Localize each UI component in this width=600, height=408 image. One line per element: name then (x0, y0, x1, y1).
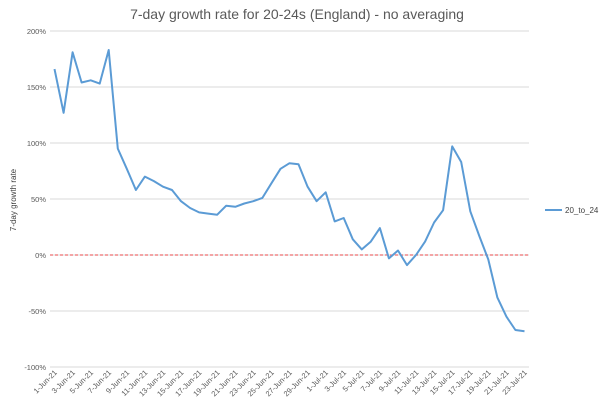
data-point (162, 186, 164, 188)
data-point (71, 51, 73, 53)
data-point (397, 249, 399, 251)
data-point (99, 83, 101, 85)
data-point (496, 296, 498, 298)
data-point (388, 257, 390, 259)
data-point (270, 182, 272, 184)
data-point (306, 186, 308, 188)
gridlines (50, 30, 529, 368)
y-tick-label: 100% (27, 139, 47, 148)
data-point (361, 248, 363, 250)
data-point (460, 161, 462, 163)
data-point (352, 238, 354, 240)
data-point (198, 211, 200, 213)
data-point (81, 81, 83, 83)
data-point (62, 112, 64, 114)
y-axis-label: 7-day growth rate (9, 168, 18, 231)
data-point (325, 191, 327, 193)
data-point (478, 235, 480, 237)
series-line-20_to_24 (53, 49, 525, 333)
data-point (135, 189, 137, 191)
y-axis-tick-labels: 200% 150% 100% 50% 0% -50% -100% (24, 27, 46, 372)
data-point (514, 329, 516, 331)
data-point (207, 212, 209, 214)
data-point (487, 258, 489, 260)
data-point (225, 205, 227, 207)
data-point (90, 79, 92, 81)
data-point (243, 202, 245, 204)
legend: 20_to_24 (545, 206, 599, 215)
chart-title: 7-day growth rate for 20-24s (England) -… (130, 6, 464, 22)
data-point (252, 200, 254, 202)
series-lines (53, 49, 525, 333)
data-point (53, 68, 55, 70)
data-point (433, 221, 435, 223)
data-point (469, 210, 471, 212)
data-point (334, 220, 336, 222)
data-point (406, 264, 408, 266)
data-point (108, 49, 110, 51)
data-point (415, 254, 417, 256)
data-point (523, 330, 525, 332)
data-point (442, 209, 444, 211)
data-point (144, 176, 146, 178)
data-point (316, 200, 318, 202)
data-point (261, 197, 263, 199)
x-axis-tick-labels: 1-Jun-213-Jun-215-Jun-217-Jun-219-Jun-21… (32, 368, 529, 398)
y-tick-label: 150% (27, 83, 47, 92)
data-point (117, 148, 119, 150)
data-point (288, 162, 290, 164)
data-point (424, 240, 426, 242)
data-point (126, 168, 128, 170)
y-tick-label: 200% (27, 27, 47, 36)
data-point (451, 145, 453, 147)
data-point (180, 200, 182, 202)
y-tick-label: 0% (35, 251, 46, 260)
data-point (189, 207, 191, 209)
data-point (171, 189, 173, 191)
y-tick-label: -100% (24, 363, 46, 372)
data-point (297, 163, 299, 165)
legend-label: 20_to_24 (565, 206, 599, 215)
data-point (343, 217, 345, 219)
data-point (153, 180, 155, 182)
y-tick-label: 50% (31, 195, 46, 204)
data-point (216, 214, 218, 216)
data-point (379, 227, 381, 229)
data-point (505, 316, 507, 318)
data-point (279, 168, 281, 170)
data-point (370, 240, 372, 242)
data-point (234, 206, 236, 208)
y-tick-label: -50% (28, 307, 46, 316)
